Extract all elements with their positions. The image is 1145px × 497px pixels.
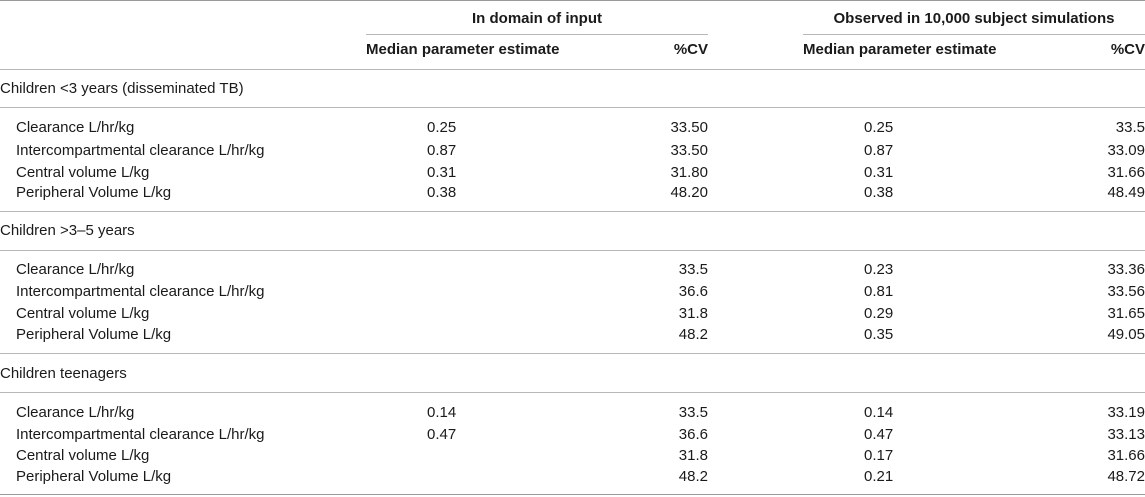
obs-cv-cell: 48.72 [1107, 468, 1145, 485]
in-cv-cell: 31.80 [670, 164, 708, 181]
in-median-cell: 0.87 [427, 142, 457, 159]
group-underline-input [366, 34, 708, 35]
obs-median-cell: 0.87 [864, 142, 894, 159]
col-header-obs-median: Median parameter estimate [803, 41, 997, 58]
obs-median-cell: 0.17 [864, 447, 894, 464]
in-cv-cell: 33.5 [678, 261, 708, 278]
row-label: Intercompartmental clearance L/hr/kg [16, 142, 265, 159]
row-label: Intercompartmental clearance L/hr/kg [16, 426, 265, 443]
obs-cv-cell: 49.05 [1107, 326, 1145, 343]
obs-cv-cell: 33.13 [1107, 426, 1145, 443]
in-cv-cell: 33.50 [670, 142, 708, 159]
col-header-in-median: Median parameter estimate [366, 41, 560, 58]
section-rule [0, 353, 1145, 354]
section-rule [0, 69, 1145, 70]
in-cv-cell: 33.50 [670, 119, 708, 136]
in-cv-cell: 36.6 [678, 426, 708, 443]
obs-median-cell: 0.14 [864, 404, 894, 421]
in-median-cell: 0.25 [427, 119, 457, 136]
obs-median-cell: 0.25 [864, 119, 894, 136]
obs-cv-cell: 33.19 [1107, 404, 1145, 421]
obs-cv-cell: 31.66 [1107, 164, 1145, 181]
row-label: Clearance L/hr/kg [16, 404, 135, 421]
section-title: Children >3–5 years [0, 222, 135, 239]
col-header-in-cv: %CV [673, 41, 708, 58]
obs-cv-cell: 33.36 [1107, 261, 1145, 278]
section-rule [0, 211, 1145, 212]
group-underline-sim [803, 34, 1145, 35]
obs-cv-cell: 31.65 [1107, 305, 1145, 322]
obs-median-cell: 0.81 [864, 283, 894, 300]
in-cv-cell: 48.2 [678, 326, 708, 343]
row-label: Central volume L/kg [16, 305, 150, 322]
obs-median-cell: 0.47 [864, 426, 894, 443]
obs-cv-cell: 33.56 [1107, 283, 1145, 300]
row-label: Clearance L/hr/kg [16, 261, 135, 278]
in-median-cell: 0.14 [427, 404, 457, 421]
row-label: Central volume L/kg [16, 164, 150, 181]
row-label: Central volume L/kg [16, 447, 150, 464]
in-median-cell: 0.31 [427, 164, 457, 181]
table-bottom-rule [0, 494, 1145, 495]
in-cv-cell: 33.5 [678, 404, 708, 421]
obs-median-cell: 0.35 [864, 326, 894, 343]
row-label: Peripheral Volume L/kg [16, 468, 172, 485]
in-cv-cell: 48.2 [678, 468, 708, 485]
section-rule [0, 107, 1145, 108]
obs-median-cell: 0.23 [864, 261, 894, 278]
table-top-rule [0, 0, 1145, 1]
section-rule [0, 392, 1145, 393]
in-median-cell: 0.47 [427, 426, 457, 443]
in-cv-cell: 31.8 [678, 447, 708, 464]
row-label: Clearance L/hr/kg [16, 119, 135, 136]
obs-median-cell: 0.38 [864, 184, 894, 201]
obs-median-cell: 0.31 [864, 164, 894, 181]
in-cv-cell: 48.20 [670, 184, 708, 201]
row-label: Peripheral Volume L/kg [16, 184, 172, 201]
group-header-input-domain: In domain of input [472, 10, 602, 27]
obs-cv-cell: 33.09 [1107, 142, 1145, 159]
in-cv-cell: 36.6 [678, 283, 708, 300]
section-title: Children <3 years (disseminated TB) [0, 80, 244, 97]
in-cv-cell: 31.8 [678, 305, 708, 322]
section-title: Children teenagers [0, 365, 127, 382]
obs-cv-cell: 33.5 [1115, 119, 1145, 136]
col-header-obs-cv: %CV [1110, 41, 1145, 58]
in-median-cell: 0.38 [427, 184, 457, 201]
obs-cv-cell: 31.66 [1107, 447, 1145, 464]
group-header-simulations: Observed in 10,000 subject simulations [833, 10, 1115, 27]
section-rule [0, 250, 1145, 251]
obs-median-cell: 0.21 [864, 468, 894, 485]
obs-cv-cell: 48.49 [1107, 184, 1145, 201]
row-label: Intercompartmental clearance L/hr/kg [16, 283, 265, 300]
row-label: Peripheral Volume L/kg [16, 326, 172, 343]
obs-median-cell: 0.29 [864, 305, 894, 322]
